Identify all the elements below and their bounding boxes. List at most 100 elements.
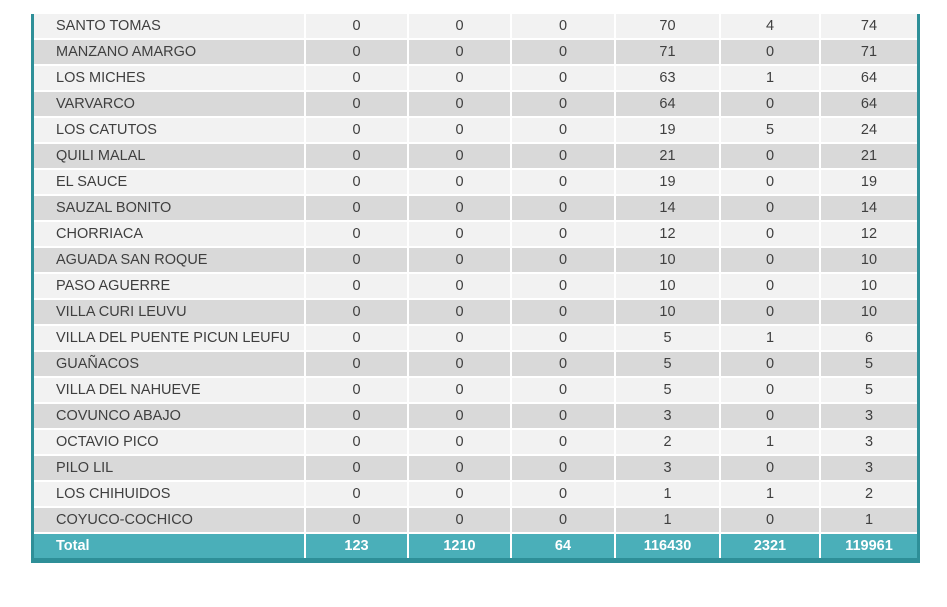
value-cell: 0	[409, 508, 510, 532]
value-cell: 0	[409, 482, 510, 506]
value-cell: 64	[821, 92, 917, 116]
value-cell: 0	[512, 482, 614, 506]
value-cell: 0	[306, 378, 407, 402]
value-cell: 0	[409, 378, 510, 402]
value-cell: 5	[616, 352, 719, 376]
value-cell: 0	[409, 248, 510, 272]
value-cell: 0	[721, 508, 819, 532]
value-cell: 0	[512, 404, 614, 428]
value-cell: 0	[512, 144, 614, 168]
value-cell: 0	[721, 144, 819, 168]
total-value-cell: 1210	[409, 534, 510, 558]
table-row: PASO AGUERRE 0 0 0 10 0 10	[34, 274, 917, 298]
value-cell: 14	[616, 196, 719, 220]
total-value-cell: 64	[512, 534, 614, 558]
value-cell: 0	[512, 40, 614, 64]
value-cell: 0	[306, 14, 407, 38]
value-cell: 0	[512, 66, 614, 90]
table-row: LOS CHIHUIDOS 0 0 0 1 1 2	[34, 482, 917, 506]
value-cell: 70	[616, 14, 719, 38]
location-cell: CHORRIACA	[34, 222, 304, 246]
value-cell: 5	[821, 378, 917, 402]
value-cell: 0	[721, 404, 819, 428]
table-row: VILLA CURI LEUVU 0 0 0 10 0 10	[34, 300, 917, 324]
table-row: SANTO TOMAS 0 0 0 70 4 74	[34, 14, 917, 38]
value-cell: 71	[616, 40, 719, 64]
value-cell: 2	[821, 482, 917, 506]
location-cell: VARVARCO	[34, 92, 304, 116]
location-cell: GUAÑACOS	[34, 352, 304, 376]
table-row: VARVARCO 0 0 0 64 0 64	[34, 92, 917, 116]
value-cell: 0	[512, 170, 614, 194]
table-row: VILLA DEL PUENTE PICUN LEUFU 0 0 0 5 1 6	[34, 326, 917, 350]
value-cell: 0	[306, 430, 407, 454]
value-cell: 0	[306, 456, 407, 480]
table-row: EL SAUCE 0 0 0 19 0 19	[34, 170, 917, 194]
value-cell: 0	[306, 196, 407, 220]
value-cell: 10	[616, 300, 719, 324]
value-cell: 10	[616, 248, 719, 272]
value-cell: 10	[821, 274, 917, 298]
value-cell: 0	[721, 40, 819, 64]
value-cell: 0	[409, 92, 510, 116]
value-cell: 12	[616, 222, 719, 246]
value-cell: 1	[721, 326, 819, 350]
value-cell: 0	[306, 482, 407, 506]
value-cell: 4	[721, 14, 819, 38]
value-cell: 1	[721, 482, 819, 506]
value-cell: 19	[616, 118, 719, 142]
location-cell: AGUADA SAN ROQUE	[34, 248, 304, 272]
value-cell: 64	[821, 66, 917, 90]
total-value-cell: 119961	[821, 534, 917, 558]
value-cell: 0	[721, 300, 819, 324]
location-cell: LOS CHIHUIDOS	[34, 482, 304, 506]
value-cell: 64	[616, 92, 719, 116]
location-cell: QUILI MALAL	[34, 144, 304, 168]
value-cell: 3	[616, 404, 719, 428]
table-row: MANZANO AMARGO 0 0 0 71 0 71	[34, 40, 917, 64]
table-row: LOS CATUTOS 0 0 0 19 5 24	[34, 118, 917, 142]
value-cell: 0	[306, 222, 407, 246]
value-cell: 3	[616, 456, 719, 480]
location-cell: SANTO TOMAS	[34, 14, 304, 38]
location-cell: MANZANO AMARGO	[34, 40, 304, 64]
table-row: COYUCO-COCHICO 0 0 0 1 0 1	[34, 508, 917, 532]
location-cell: OCTAVIO PICO	[34, 430, 304, 454]
value-cell: 1	[721, 66, 819, 90]
table-row: SAUZAL BONITO 0 0 0 14 0 14	[34, 196, 917, 220]
location-cell: VILLA CURI LEUVU	[34, 300, 304, 324]
value-cell: 21	[821, 144, 917, 168]
value-cell: 0	[306, 300, 407, 324]
value-cell: 0	[512, 222, 614, 246]
value-cell: 0	[512, 248, 614, 272]
value-cell: 0	[721, 196, 819, 220]
value-cell: 0	[512, 274, 614, 298]
total-value-cell: 2321	[721, 534, 819, 558]
location-cell: PILO LIL	[34, 456, 304, 480]
value-cell: 0	[306, 118, 407, 142]
value-cell: 0	[512, 196, 614, 220]
value-cell: 74	[821, 14, 917, 38]
table-row: VILLA DEL NAHUEVE 0 0 0 5 0 5	[34, 378, 917, 402]
value-cell: 0	[409, 352, 510, 376]
value-cell: 5	[821, 352, 917, 376]
value-cell: 0	[306, 170, 407, 194]
value-cell: 0	[306, 144, 407, 168]
value-cell: 0	[306, 40, 407, 64]
value-cell: 0	[306, 248, 407, 272]
value-cell: 10	[821, 300, 917, 324]
value-cell: 0	[306, 274, 407, 298]
value-cell: 5	[616, 326, 719, 350]
value-cell: 63	[616, 66, 719, 90]
value-cell: 0	[512, 118, 614, 142]
value-cell: 21	[616, 144, 719, 168]
value-cell: 19	[821, 170, 917, 194]
value-cell: 0	[306, 326, 407, 350]
location-cell: COYUCO-COCHICO	[34, 508, 304, 532]
value-cell: 0	[306, 508, 407, 532]
location-cell: LOS MICHES	[34, 66, 304, 90]
location-cell: PASO AGUERRE	[34, 274, 304, 298]
total-value-cell: 116430	[616, 534, 719, 558]
value-cell: 0	[306, 66, 407, 90]
value-cell: 0	[721, 274, 819, 298]
